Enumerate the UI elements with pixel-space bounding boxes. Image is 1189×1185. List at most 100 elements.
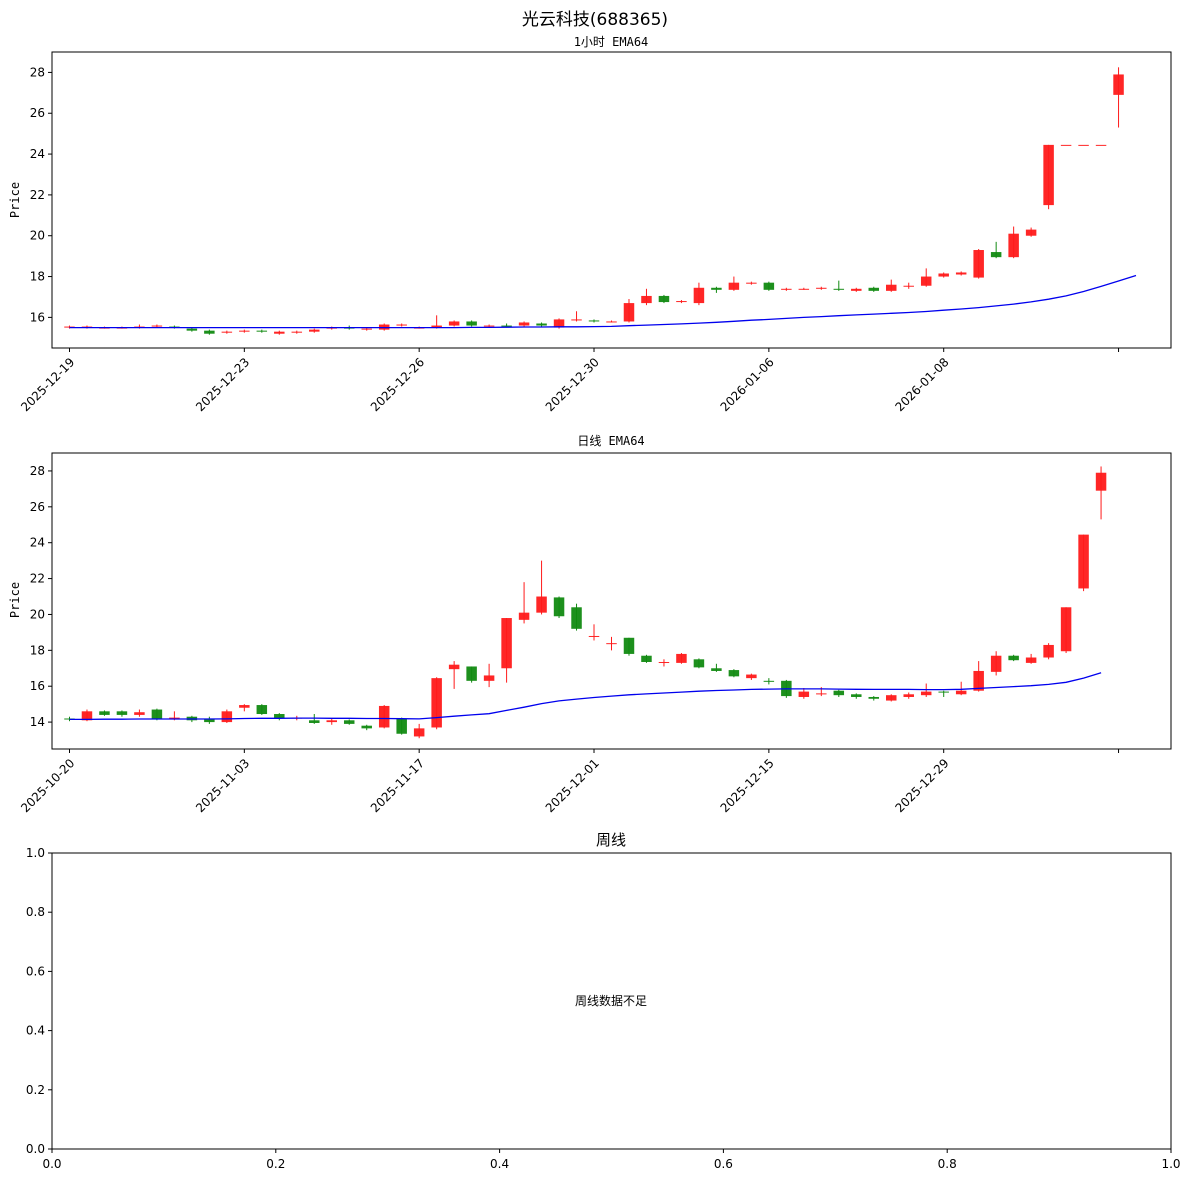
hourly-candle-body [833,288,845,290]
hourly-candle-body [448,321,460,326]
hourly-candle-body [851,288,862,291]
daily-candle-body [204,718,215,723]
daily-candle-body [903,694,914,697]
weekly-y-tick-label: 0.8 [26,905,45,919]
hourly-candle-body [204,330,215,334]
hourly-candle-body [396,324,407,326]
weekly-x-tick-label: 0.0 [42,1157,61,1171]
daily-y-tick-label: 14 [30,715,45,729]
hourly-x-tick-label: 2026-01-06 [718,355,777,414]
daily-candle-body [116,711,128,715]
daily-y-tick-label: 16 [30,679,45,693]
weekly-no-data-message: 周线数据不足 [575,993,647,1008]
hourly-candle-body [518,322,530,326]
hourly-candle-body [658,295,670,303]
daily-y-axis-label: Price [8,582,22,618]
daily-candle-body [151,709,163,719]
daily-plot-frame [51,452,1172,750]
hourly-candle-body [1078,144,1089,146]
daily-x-tick-label: 2025-11-03 [193,756,252,815]
daily-chart-title: 日线 EMA64 [577,434,644,448]
daily-candle-body [134,712,145,715]
daily-candle-body [256,705,268,715]
hourly-candle-body [1113,74,1124,95]
daily-candle-body [326,720,337,723]
hourly-candle-body [886,284,897,291]
daily-candle-body [413,728,425,737]
figure-title: 光云科技(688365) [522,10,668,30]
hourly-y-tick-label: 20 [30,229,45,243]
daily-candle-body [239,705,250,708]
hourly-plot-frame [51,51,1172,349]
hourly-x-tick-label: 2025-12-23 [193,355,252,414]
hourly-candle-body [920,276,932,286]
daily-candle-body [1025,657,1037,663]
daily-candle-body [1095,472,1107,491]
hourly-candle-body [466,321,477,326]
hourly-candle-body [588,320,600,322]
daily-candle-body [851,694,862,697]
weekly-y-tick-label: 0.0 [26,1142,45,1156]
daily-candle-body [518,612,530,620]
daily-y-tick-label: 18 [30,643,45,657]
daily-candle-body [553,597,565,617]
daily-candle-body [938,691,949,693]
hourly-candle-body [431,325,442,328]
hourly-x-tick-label: 2025-12-19 [18,355,77,414]
daily-candle-body [955,690,967,695]
hourly-candle-body [571,319,582,321]
daily-candle-body [886,695,897,701]
hourly-candle-body [1095,144,1107,146]
daily-chart-panel: 日线 EMA64 Price 14 16 18 20 22 24 26 28 2025-10-2… [8,434,1172,815]
hourly-y-tick-label: 24 [30,147,45,161]
daily-candle-body [343,720,355,724]
daily-candle-body [221,711,233,723]
daily-x-tick-label: 2025-12-15 [718,756,777,815]
hourly-candle-body [623,303,635,322]
daily-candle-body [588,635,600,637]
hourly-candle-body [274,331,285,334]
daily-candle-body [763,680,775,682]
daily-candle-body [274,714,285,719]
hourly-y-tick-label: 16 [30,310,45,324]
hourly-candle-body [711,287,722,290]
hourly-x-tick-label: 2026-01-08 [892,355,951,414]
hourly-candle-body [973,250,984,278]
daily-candle-body [483,675,495,681]
daily-candle-body [798,691,810,697]
daily-candle-body [571,607,582,629]
hourly-candle-body [64,326,75,328]
daily-candle-body [64,718,75,720]
daily-candle-body [448,664,460,670]
hourly-candle-body [676,301,687,303]
daily-candle-body [466,666,477,681]
daily-candle-body [396,718,407,734]
daily-candle-body [920,691,932,696]
daily-candle-body [361,725,372,729]
daily-candle-body [606,643,617,645]
daily-candle-body [833,690,845,696]
weekly-y-tick-label: 0.2 [26,1083,45,1097]
hourly-candle-body [291,331,303,333]
hourly-candle-body [536,323,547,326]
hourly-y-tick-label: 18 [30,270,45,284]
daily-candle-body [868,696,880,699]
weekly-y-tick-label: 1.0 [26,846,45,860]
hourly-candle-body [763,282,775,290]
hourly-candle-body [990,252,1002,258]
daily-candle-body [81,711,93,721]
daily-candle-body [641,655,652,662]
daily-y-tick-label: 28 [30,464,45,478]
daily-candle-body [501,618,512,669]
hourly-candle-body [903,285,914,287]
hourly-candle-body [798,288,810,290]
hourly-y-tick-label: 22 [30,188,45,202]
daily-candle-body [658,661,670,663]
daily-candle-body [1043,644,1054,658]
daily-candle-body [431,678,442,728]
hourly-candle-body [361,328,372,330]
hourly-candle-body [221,331,233,333]
hourly-x-tick-label: 2025-12-30 [543,355,602,414]
daily-candle-body [676,653,687,663]
